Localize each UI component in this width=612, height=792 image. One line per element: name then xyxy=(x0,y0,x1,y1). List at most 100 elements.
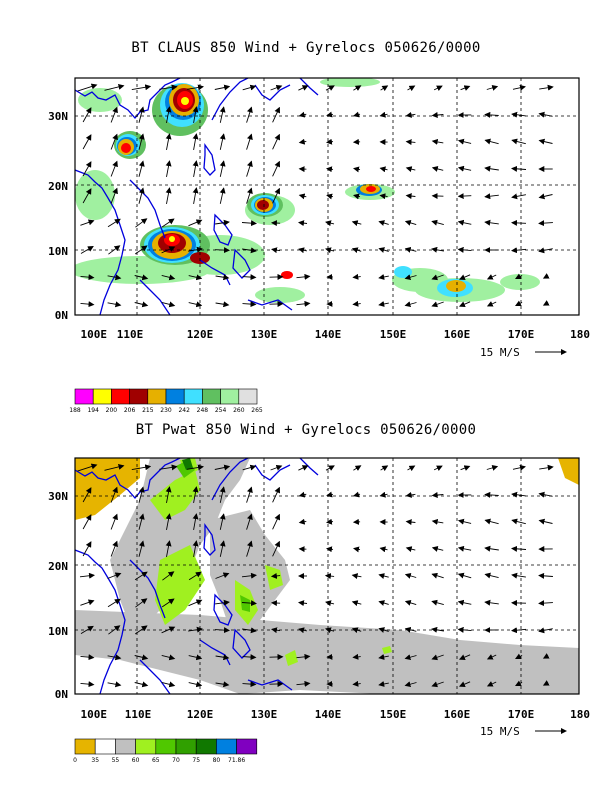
wind-vector xyxy=(80,681,95,688)
wind-vector xyxy=(511,491,526,498)
wind-vector xyxy=(296,653,311,660)
wind-vector xyxy=(215,301,230,308)
wind-vector xyxy=(272,187,281,204)
wind-vector xyxy=(404,600,417,606)
wind-vector xyxy=(214,247,230,254)
legend-label: 200 xyxy=(106,407,118,414)
wind-vector xyxy=(186,84,204,91)
wind-vector xyxy=(538,600,553,607)
legend-swatch xyxy=(220,388,240,405)
wind-vector xyxy=(165,133,172,150)
wind-vector xyxy=(298,247,308,254)
wind-vector xyxy=(161,654,176,661)
wind-vector xyxy=(134,274,149,281)
wind-vector xyxy=(431,274,444,281)
legend-label: 254 xyxy=(215,407,227,414)
wind-vector xyxy=(460,465,471,471)
wind-vector xyxy=(405,491,416,498)
wind-vector xyxy=(242,627,257,634)
wind-vector xyxy=(404,301,417,308)
top-xtick-150e: 150E xyxy=(380,328,407,341)
wind-vector xyxy=(131,464,152,471)
top-scale-label: 15 M/S xyxy=(480,346,520,359)
wind-vector xyxy=(161,246,176,254)
wind-vector xyxy=(192,540,199,557)
legend-swatch xyxy=(155,738,177,755)
wind-vector xyxy=(486,274,497,280)
wind-vector xyxy=(188,274,203,281)
wind-vector xyxy=(539,464,554,471)
bottom-map-title: BT Pwat 850 Wind + Gyrelocs 050626/0000 xyxy=(135,422,477,438)
wind-vector xyxy=(242,84,257,91)
bottom-ytick-20n: 20N xyxy=(48,560,68,573)
wind-vector xyxy=(511,518,526,525)
wind-vector xyxy=(511,545,527,552)
wind-vector xyxy=(351,600,362,607)
top-ytick-20n: 20N xyxy=(48,180,68,193)
wind-vector xyxy=(272,160,281,177)
wind-vector xyxy=(188,599,203,607)
bottom-xtick-110e: 110E xyxy=(125,708,152,721)
wind-vector xyxy=(110,133,118,150)
wind-vector xyxy=(107,681,122,688)
legend-swatch xyxy=(115,738,136,755)
wind-vector xyxy=(326,166,334,173)
wind-vector xyxy=(325,465,335,471)
wind-vector xyxy=(161,218,175,228)
wind-vector xyxy=(515,300,523,307)
wind-vector xyxy=(404,274,417,281)
wind-vector xyxy=(214,84,231,91)
wind-vector xyxy=(512,464,526,471)
wind-vector xyxy=(107,301,122,308)
wind-vector xyxy=(298,138,307,145)
wind-vector xyxy=(405,519,416,526)
wind-vector xyxy=(296,273,311,280)
wind-vector xyxy=(457,246,472,253)
wind-vector xyxy=(107,274,122,281)
wind-vector xyxy=(484,545,499,552)
wind-vector xyxy=(378,600,389,606)
wind-vector xyxy=(138,486,145,503)
wind-vector xyxy=(512,84,526,91)
wind-vector xyxy=(486,301,497,307)
wind-vector xyxy=(298,220,308,227)
wind-vector xyxy=(353,166,361,173)
wind-vector xyxy=(404,626,417,633)
wind-vector xyxy=(165,187,172,204)
top-ytick-0n: 0N xyxy=(55,309,68,322)
wind-vector xyxy=(484,165,499,172)
legend-label: 0 xyxy=(73,757,77,764)
wind-vector xyxy=(107,654,122,661)
wind-vector xyxy=(188,681,203,688)
legend-label: 80 xyxy=(213,757,221,764)
legend-label: 242 xyxy=(178,407,190,414)
wind-vector xyxy=(353,85,362,91)
wind-vector xyxy=(242,681,257,688)
bottom-map-frame xyxy=(74,457,580,695)
legend-label: 60 xyxy=(132,757,140,764)
wind-vector xyxy=(431,599,444,606)
wind-vector xyxy=(242,654,257,661)
wind-vector xyxy=(379,491,388,498)
top-xtick-180: 180 xyxy=(570,328,590,341)
wind-vector xyxy=(188,654,203,661)
wind-vector xyxy=(298,193,307,200)
wind-vector xyxy=(511,138,526,145)
wind-vector xyxy=(352,653,361,660)
wind-vector xyxy=(192,187,199,204)
top-ytick-30n: 30N xyxy=(48,110,68,123)
legend-label: 71.86 xyxy=(228,757,245,764)
wind-vector xyxy=(325,220,335,227)
wind-vector xyxy=(405,111,416,118)
wind-vector xyxy=(242,247,257,254)
wind-vector xyxy=(246,187,253,204)
wind-vector xyxy=(324,573,335,580)
wind-vector xyxy=(486,654,497,660)
wind-vector xyxy=(110,513,118,530)
wind-vector xyxy=(104,83,125,91)
legend-label: 215 xyxy=(142,407,154,414)
wind-vector xyxy=(515,680,523,687)
legend-label: 194 xyxy=(87,407,99,414)
wind-vector xyxy=(511,572,526,579)
wind-vector xyxy=(431,246,444,253)
